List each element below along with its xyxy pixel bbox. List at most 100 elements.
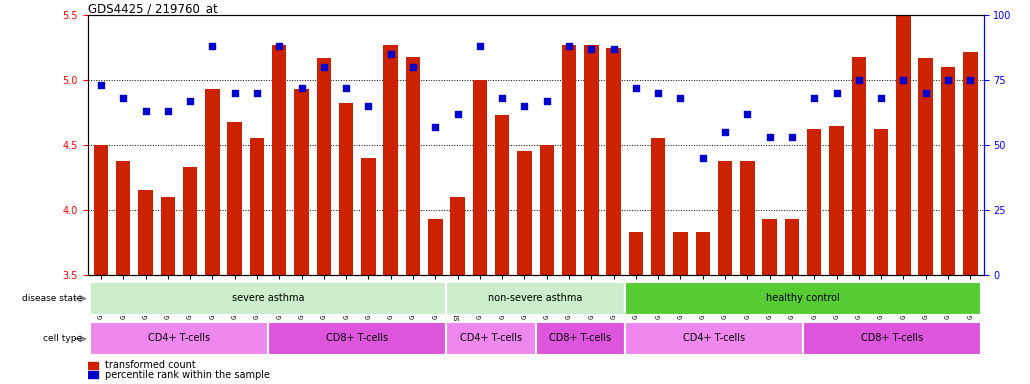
Point <box>382 51 399 57</box>
Bar <box>450 197 465 275</box>
Bar <box>536 323 625 355</box>
Point <box>627 85 644 91</box>
Point <box>806 95 823 101</box>
Bar <box>625 282 982 315</box>
Bar <box>806 129 822 275</box>
Point <box>740 111 756 117</box>
Bar <box>785 219 799 275</box>
Bar <box>963 52 977 275</box>
Text: CD8+ T-cells: CD8+ T-cells <box>861 333 923 343</box>
Bar <box>607 48 621 275</box>
Bar <box>90 323 268 355</box>
Bar <box>919 58 933 275</box>
Point <box>204 43 220 50</box>
Text: cell type: cell type <box>43 334 82 343</box>
Bar <box>428 219 443 275</box>
Text: CD4+ T-cells: CD4+ T-cells <box>148 333 210 343</box>
Bar <box>362 158 376 275</box>
Bar <box>161 197 175 275</box>
Point <box>427 124 444 130</box>
Bar <box>803 323 982 355</box>
Bar <box>741 161 755 275</box>
Point <box>939 77 956 83</box>
Point <box>583 46 599 52</box>
Bar <box>88 362 99 369</box>
Point <box>137 108 153 114</box>
Bar <box>651 139 665 275</box>
Bar <box>249 139 265 275</box>
Point <box>227 90 243 96</box>
Point <box>650 90 666 96</box>
Text: CD4+ T-cells: CD4+ T-cells <box>460 333 522 343</box>
Bar <box>88 371 99 378</box>
Text: disease state: disease state <box>23 294 82 303</box>
Point <box>315 64 332 70</box>
Text: non-severe asthma: non-severe asthma <box>488 293 583 303</box>
Text: CD8+ T-cells: CD8+ T-cells <box>327 333 388 343</box>
Bar <box>316 58 331 275</box>
Bar <box>446 282 625 315</box>
Bar <box>561 45 576 275</box>
Bar <box>205 89 219 275</box>
Bar <box>183 167 198 275</box>
Point <box>93 82 109 88</box>
Text: transformed count: transformed count <box>105 360 196 370</box>
Bar <box>295 89 309 275</box>
Point <box>784 134 800 140</box>
Point <box>472 43 488 50</box>
Bar <box>272 45 286 275</box>
Point <box>115 95 132 101</box>
Bar <box>268 323 446 355</box>
Text: GDS4425 / 219760_at: GDS4425 / 219760_at <box>88 2 217 15</box>
Bar <box>625 323 803 355</box>
Bar <box>896 12 911 275</box>
Bar <box>762 219 777 275</box>
Point <box>494 95 511 101</box>
Point <box>182 98 199 104</box>
Bar <box>228 122 242 275</box>
Point <box>895 77 912 83</box>
Text: severe asthma: severe asthma <box>232 293 304 303</box>
Text: percentile rank within the sample: percentile rank within the sample <box>105 370 270 380</box>
Bar <box>940 67 955 275</box>
Bar <box>383 45 398 275</box>
Bar <box>674 232 688 275</box>
Point <box>606 46 622 52</box>
Bar <box>852 57 866 275</box>
Text: CD8+ T-cells: CD8+ T-cells <box>549 333 611 343</box>
Bar <box>718 161 732 275</box>
Point <box>248 90 265 96</box>
Bar <box>94 145 108 275</box>
Point <box>828 90 845 96</box>
Point <box>694 155 711 161</box>
Text: healthy control: healthy control <box>766 293 840 303</box>
Bar <box>695 232 710 275</box>
Point <box>160 108 176 114</box>
Bar <box>495 115 510 275</box>
Bar <box>540 145 554 275</box>
Bar <box>90 282 446 315</box>
Bar <box>138 190 152 275</box>
Bar <box>406 57 420 275</box>
Point <box>516 103 533 109</box>
Point <box>539 98 555 104</box>
Bar <box>446 323 536 355</box>
Point <box>449 111 466 117</box>
Bar <box>584 45 598 275</box>
Point <box>294 85 310 91</box>
Point <box>405 64 421 70</box>
Bar <box>116 161 131 275</box>
Point <box>360 103 377 109</box>
Bar <box>628 232 643 275</box>
Point <box>338 85 354 91</box>
Point <box>872 95 889 101</box>
Point <box>717 129 733 135</box>
Bar <box>473 80 487 275</box>
Bar <box>517 151 531 275</box>
Text: CD4+ T-cells: CD4+ T-cells <box>683 333 745 343</box>
Bar <box>829 126 844 275</box>
Point <box>962 77 978 83</box>
Point <box>761 134 778 140</box>
Point <box>851 77 867 83</box>
Point <box>560 43 577 50</box>
